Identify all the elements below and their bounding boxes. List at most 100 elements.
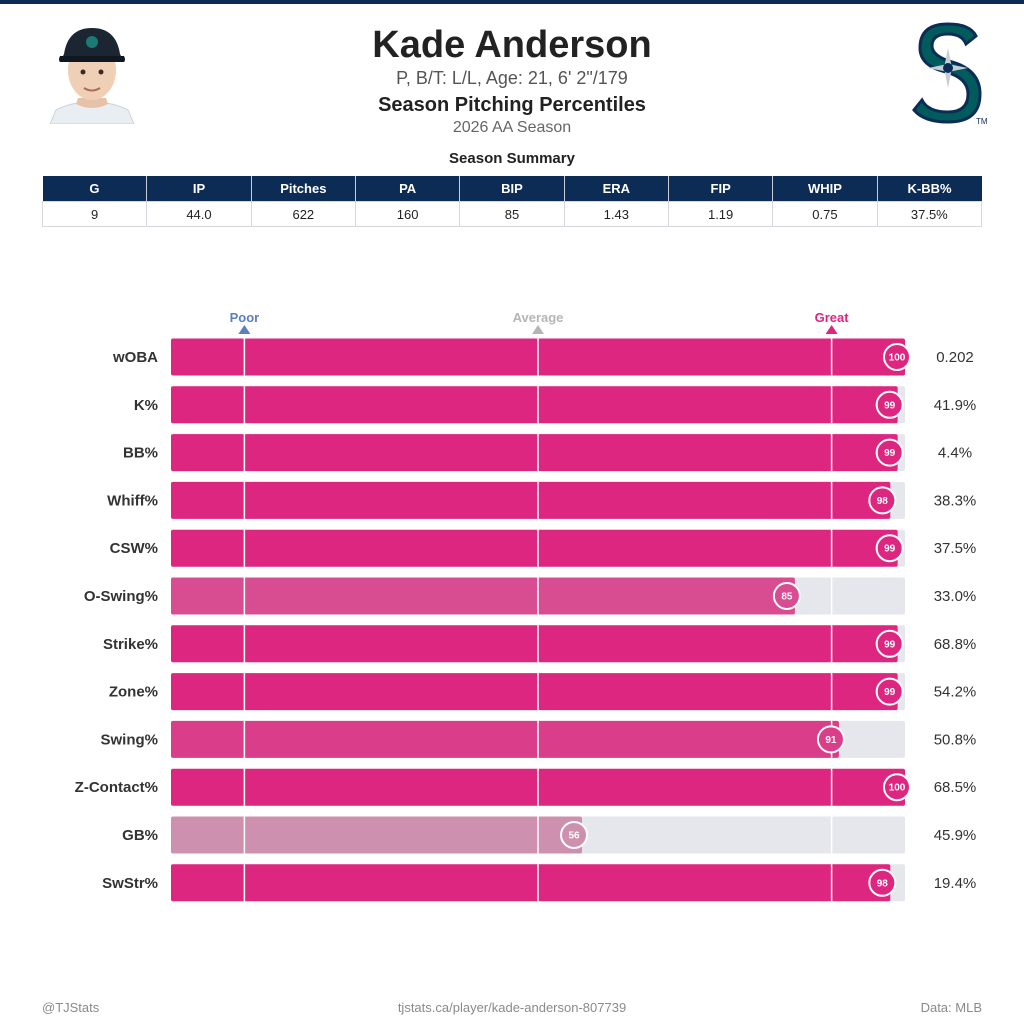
percentile-value: 99 [884, 687, 896, 698]
footer-credit: @TJStats [42, 1000, 100, 1015]
percentile-chart-svg: Poor Average Great wOBA 100 0.202 K% 99 41.9% BB%… [75, 310, 977, 902]
stat-value: 45.9% [934, 827, 977, 844]
summary-col-header: ERA [564, 176, 669, 202]
bar-row: Strike% 99 68.8% [103, 625, 977, 663]
stat-value: 33.0% [934, 588, 977, 605]
stat-value: 0.202 [936, 349, 974, 366]
stat-value: 37.5% [934, 540, 977, 557]
summary-cell: 1.19 [667, 201, 774, 227]
summary-col-header: IP [146, 176, 252, 202]
percentile-value: 91 [825, 735, 837, 746]
percentile-badge [875, 534, 904, 563]
footer-source: Data: MLB [920, 1000, 982, 1015]
marker-triangle-great [825, 325, 838, 334]
summary-cell: 85 [459, 201, 565, 227]
percentile-bar [171, 816, 583, 854]
bar-row: CSW% 99 37.5% [110, 529, 977, 567]
summary-col-header: WHIP [772, 176, 878, 202]
percentile-badge [875, 390, 904, 419]
percentile-value: 100 [889, 353, 906, 364]
metric-label: wOBA [112, 349, 158, 366]
metric-label: GB% [122, 827, 158, 844]
bar-row: Zone% 99 54.2% [109, 673, 977, 711]
percentile-value: 85 [781, 592, 793, 603]
metric-label: K% [134, 397, 158, 414]
season-summary-table: G IP Pitches PA BIP ERA FIP WHIP K-BB% 9… [41, 176, 983, 227]
bar-row: Whiff% 98 38.3% [107, 481, 977, 519]
percentile-badge [868, 868, 897, 897]
percentile-badge [883, 343, 911, 371]
percentile-badge [816, 725, 845, 754]
stat-value: 68.8% [934, 636, 977, 653]
stat-value: 38.3% [934, 492, 977, 509]
bar-row: O-Swing% 85 33.0% [84, 577, 977, 615]
percentile-badge [883, 773, 911, 802]
percentile-value: 99 [884, 639, 896, 650]
summary-col-header: K-BB% [877, 176, 982, 202]
percentile-value: 98 [877, 496, 889, 507]
bar-row: BB% 99 4.4% [123, 434, 972, 472]
season-label: 2026 AA Season [452, 119, 572, 136]
footer-url: tjstats.ca/player/kade-anderson-807739 [397, 1000, 627, 1015]
mariners-logo-icon: TM [912, 22, 988, 126]
bar-row: GB% 56 45.9% [122, 816, 977, 854]
bar-row: wOBA 100 0.202 [112, 338, 974, 376]
summary-cell: 1.43 [563, 201, 669, 227]
bar-row: Z-Contact% 100 68.5% [75, 768, 977, 806]
metric-label: Swing% [100, 731, 158, 748]
summary-col-header: PA [355, 176, 461, 202]
player-headshot [46, 20, 138, 124]
metric-label: Whiff% [107, 492, 158, 509]
marker-label-great: Great [815, 310, 850, 325]
percentile-value: 100 [889, 783, 906, 794]
report-title: Season Pitching Percentiles [378, 94, 646, 116]
stat-value: 68.5% [934, 779, 977, 796]
percentile-bar [171, 673, 898, 711]
summary-cell: 160 [354, 201, 461, 227]
summary-col-header: FIP [668, 176, 774, 202]
percentile-badge [868, 486, 897, 515]
bar-row: K% 99 41.9% [134, 386, 977, 424]
percentile-chart: Poor Average Great wOBA 100 0.202 K% 99 41.9% BB%… [0, 300, 1024, 920]
metric-label: Z-Contact% [75, 779, 158, 796]
percentile-value: 98 [877, 878, 889, 889]
summary-cell: 622 [250, 201, 356, 227]
metric-label: SwStr% [102, 875, 158, 892]
marker-triangle-average [532, 325, 544, 334]
stat-value: 4.4% [938, 445, 972, 462]
percentile-value: 99 [884, 400, 896, 411]
percentile-bar [171, 864, 891, 902]
summary-cell: 0.75 [772, 201, 878, 227]
percentile-bar [171, 481, 891, 519]
marker-triangle-poor [238, 325, 251, 334]
marker-label-poor: Poor [230, 310, 260, 325]
top-accent-bar [0, 0, 1024, 4]
percentile-value: 99 [884, 544, 896, 555]
player-name: Kade Anderson [372, 24, 652, 66]
metric-label: Strike% [103, 636, 158, 653]
svg-text:TM: TM [976, 117, 988, 126]
percentile-bar [171, 625, 898, 663]
stat-value: 54.2% [934, 684, 977, 701]
summary-title: Season Summary [449, 150, 575, 167]
stat-value: 41.9% [934, 397, 977, 414]
percentile-badge [875, 438, 904, 467]
percentile-badge [772, 582, 801, 610]
percentile-badge [560, 821, 589, 849]
percentile-bar [171, 529, 898, 567]
summary-value-row: 9 44.0 622 160 85 1.43 1.19 0.75 37.5% [41, 201, 983, 227]
player-bio: P, B/T: L/L, Age: 21, 6' 2"/179 [396, 68, 628, 88]
summary-col-header: G [42, 176, 148, 202]
percentile-bar [171, 720, 839, 758]
percentile-badge [875, 677, 904, 706]
percentile-value: 56 [568, 831, 580, 842]
summary-col-header: BIP [459, 176, 565, 202]
metric-label: Zone% [109, 684, 158, 701]
summary-cell: 9 [41, 201, 148, 227]
percentile-bar [171, 577, 795, 615]
percentile-bar [171, 434, 898, 472]
bar-row: Swing% 91 50.8% [100, 720, 977, 758]
stat-value: 50.8% [934, 731, 977, 748]
metric-label: BB% [123, 445, 158, 462]
bar-row: SwStr% 98 19.4% [102, 864, 976, 902]
